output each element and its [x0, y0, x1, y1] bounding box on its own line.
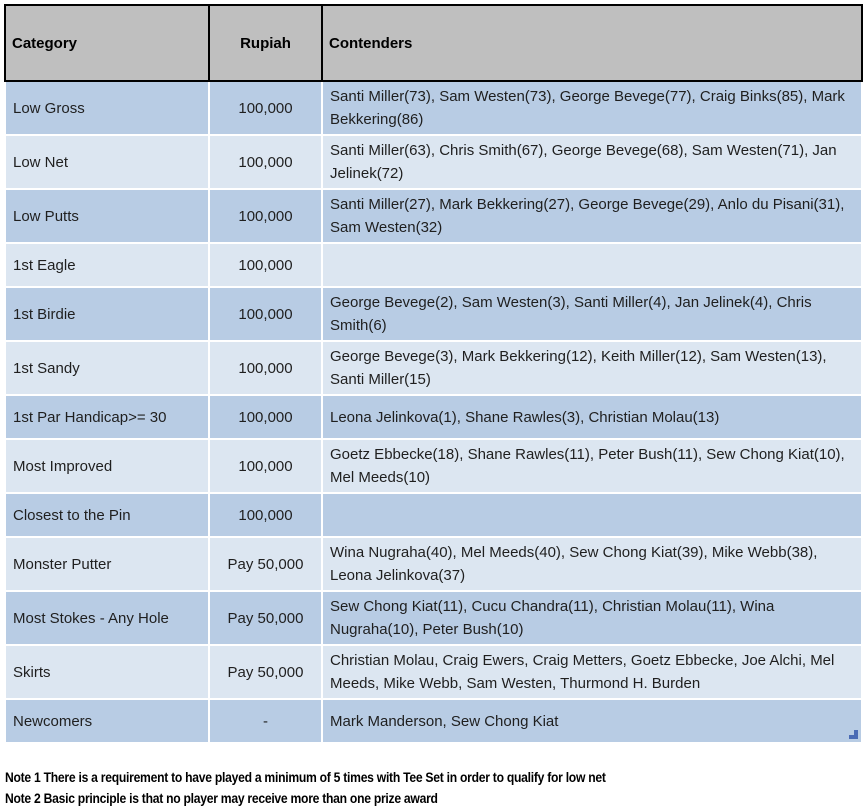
header-category: Category	[4, 4, 210, 82]
rupiah-cell: 100,000	[208, 134, 323, 190]
table-row: 1st Par Handicap>= 30 100,000 Leona Jeli…	[4, 394, 863, 440]
notes-section: Note 1 There is a requirement to have pl…	[5, 767, 866, 809]
contenders-cell: Wina Nugraha(40), Mel Meeds(40), Sew Cho…	[321, 536, 863, 592]
contenders-cell	[321, 492, 863, 538]
rupiah-cell: Pay 50,000	[208, 644, 323, 700]
note-2: Note 2 Basic principle is that no player…	[5, 791, 438, 806]
contenders-cell: Mark Manderson, Sew Chong Kiat	[321, 698, 863, 744]
category-cell: Monster Putter	[4, 536, 210, 592]
prize-table-wrap: Category Rupiah Contenders Low Gross 100…	[4, 4, 863, 744]
contenders-cell: Santi Miller(73), Sam Westen(73), George…	[321, 80, 863, 136]
contenders-cell: Santi Miller(63), Chris Smith(67), Georg…	[321, 134, 863, 190]
rupiah-cell: Pay 50,000	[208, 536, 323, 592]
table-row: Skirts Pay 50,000 Christian Molau, Craig…	[4, 644, 863, 700]
note-1: Note 1 There is a requirement to have pl…	[5, 770, 606, 785]
rupiah-cell: 100,000	[208, 242, 323, 288]
contenders-cell: George Bevege(3), Mark Bekkering(12), Ke…	[321, 340, 863, 396]
table-row: Most Stokes - Any Hole Pay 50,000 Sew Ch…	[4, 590, 863, 646]
contenders-cell: Santi Miller(27), Mark Bekkering(27), Ge…	[321, 188, 863, 244]
rupiah-cell: 100,000	[208, 438, 323, 494]
rupiah-cell: 100,000	[208, 394, 323, 440]
contenders-cell: George Bevege(2), Sam Westen(3), Santi M…	[321, 286, 863, 342]
contenders-cell: Christian Molau, Craig Ewers, Craig Mett…	[321, 644, 863, 700]
rupiah-cell: 100,000	[208, 80, 323, 136]
prize-table: Category Rupiah Contenders Low Gross 100…	[4, 4, 863, 744]
rupiah-cell: 100,000	[208, 340, 323, 396]
contenders-cell: Sew Chong Kiat(11), Cucu Chandra(11), Ch…	[321, 590, 863, 646]
category-cell: Skirts	[4, 644, 210, 700]
rupiah-cell: -	[208, 698, 323, 744]
table-row: Most Improved 100,000 Goetz Ebbecke(18),…	[4, 438, 863, 494]
table-resize-handle[interactable]	[849, 730, 858, 739]
table-row: 1st Eagle 100,000	[4, 242, 863, 288]
category-cell: Most Improved	[4, 438, 210, 494]
table-row: Closest to the Pin 100,000	[4, 492, 863, 538]
category-cell: Newcomers	[4, 698, 210, 744]
category-cell: Closest to the Pin	[4, 492, 210, 538]
category-cell: 1st Eagle	[4, 242, 210, 288]
contenders-cell	[321, 242, 863, 288]
header-row: Category Rupiah Contenders	[4, 4, 863, 82]
table-row: 1st Birdie 100,000 George Bevege(2), Sam…	[4, 286, 863, 342]
contenders-cell: Leona Jelinkova(1), Shane Rawles(3), Chr…	[321, 394, 863, 440]
category-cell: 1st Par Handicap>= 30	[4, 394, 210, 440]
category-cell: Low Putts	[4, 188, 210, 244]
table-row: Low Net 100,000 Santi Miller(63), Chris …	[4, 134, 863, 190]
table-body: Low Gross 100,000 Santi Miller(73), Sam …	[4, 80, 863, 744]
table-row: Monster Putter Pay 50,000 Wina Nugraha(4…	[4, 536, 863, 592]
rupiah-cell: 100,000	[208, 286, 323, 342]
header-contenders: Contenders	[321, 4, 863, 82]
table-row: 1st Sandy 100,000 George Bevege(3), Mark…	[4, 340, 863, 396]
rupiah-cell: 100,000	[208, 492, 323, 538]
category-cell: Low Net	[4, 134, 210, 190]
table-row: Newcomers - Mark Manderson, Sew Chong Ki…	[4, 698, 863, 744]
table-header: Category Rupiah Contenders	[4, 4, 863, 82]
category-cell: Low Gross	[4, 80, 210, 136]
table-row: Low Gross 100,000 Santi Miller(73), Sam …	[4, 80, 863, 136]
contenders-cell: Goetz Ebbecke(18), Shane Rawles(11), Pet…	[321, 438, 863, 494]
rupiah-cell: 100,000	[208, 188, 323, 244]
header-rupiah: Rupiah	[208, 4, 323, 82]
category-cell: 1st Birdie	[4, 286, 210, 342]
table-row: Low Putts 100,000 Santi Miller(27), Mark…	[4, 188, 863, 244]
category-cell: 1st Sandy	[4, 340, 210, 396]
category-cell: Most Stokes - Any Hole	[4, 590, 210, 646]
rupiah-cell: Pay 50,000	[208, 590, 323, 646]
